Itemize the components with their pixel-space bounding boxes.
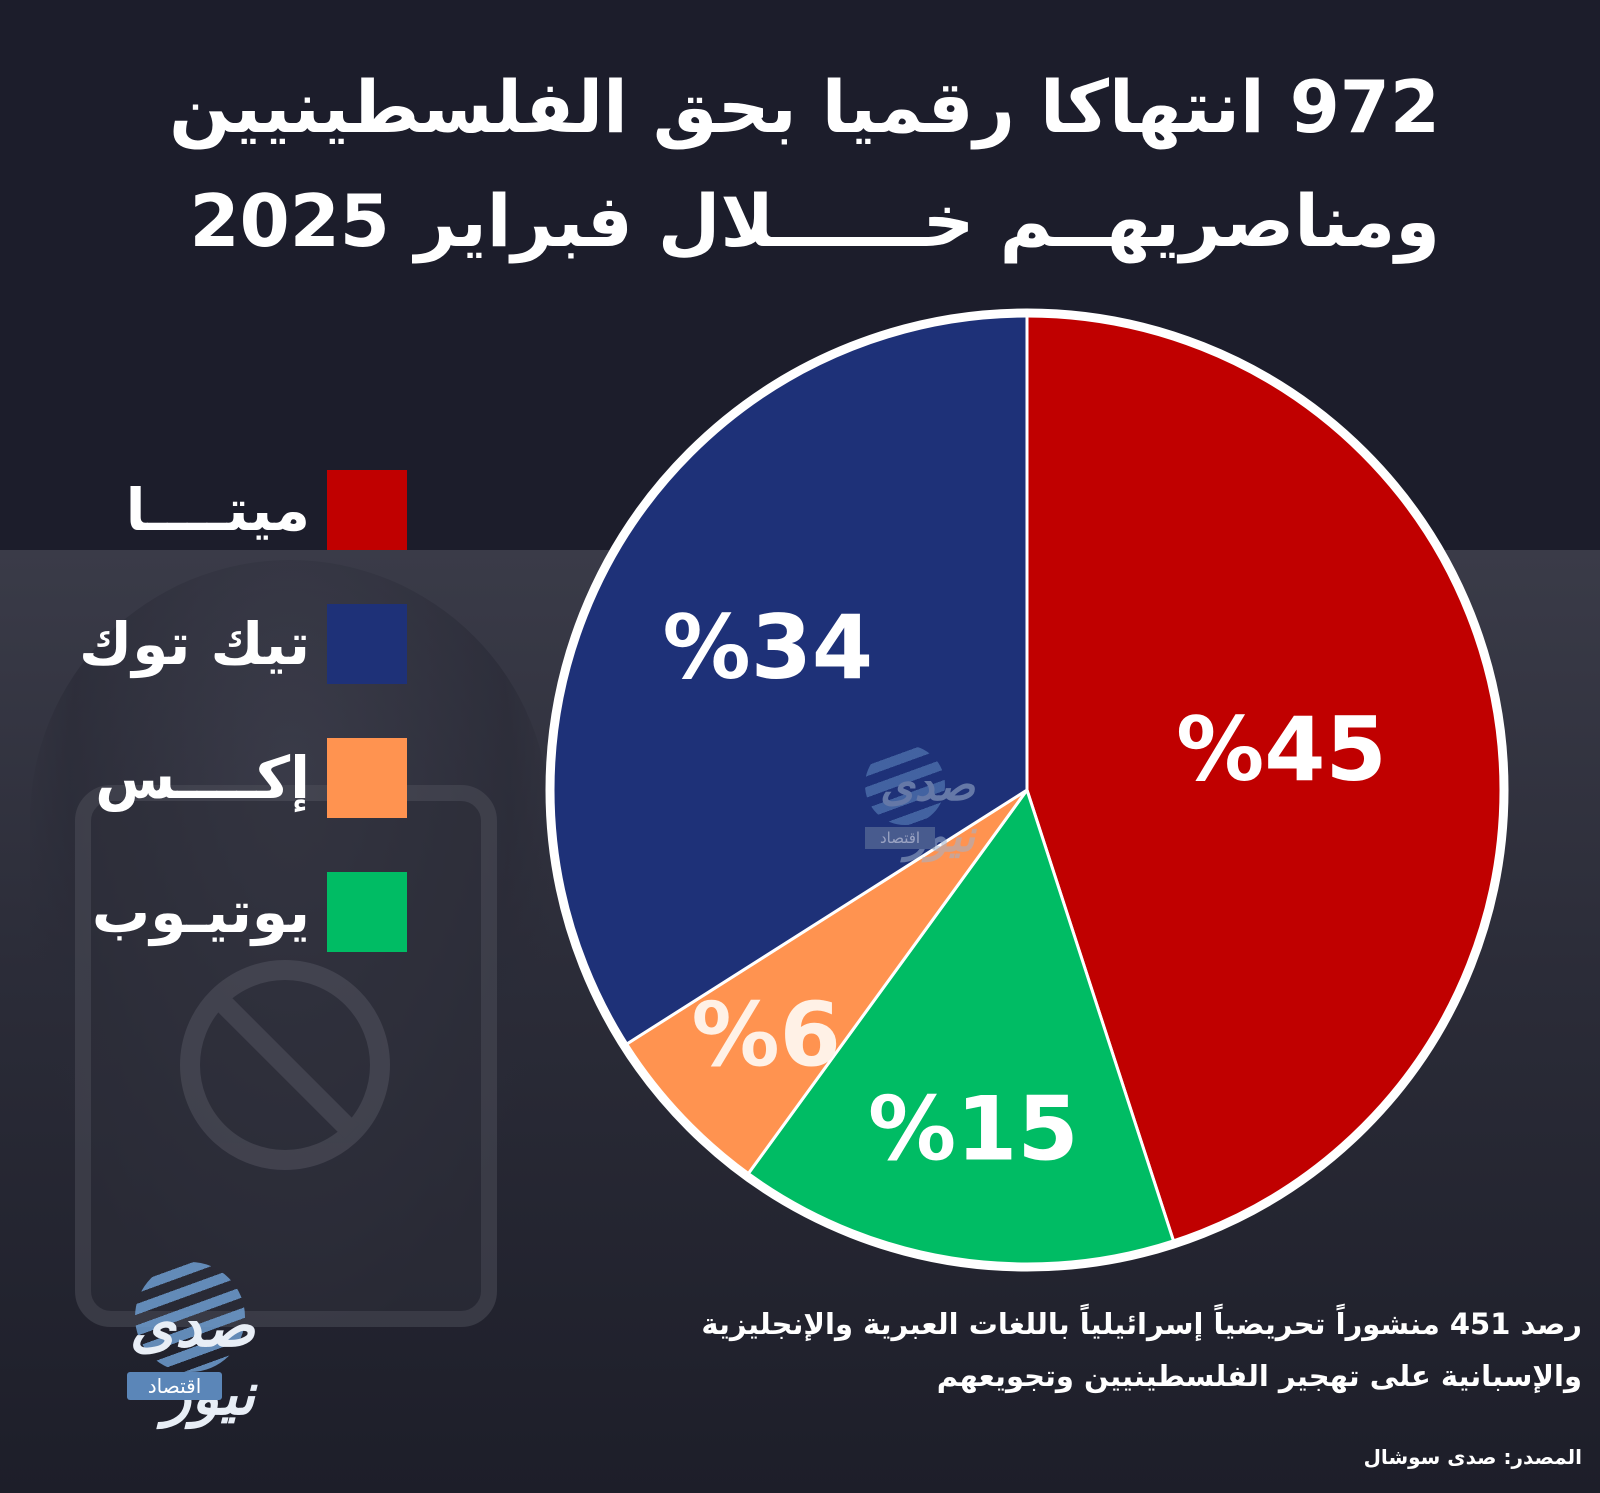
logo-tag: اقتصاد bbox=[127, 1372, 222, 1400]
logo-text: صدى نيوز bbox=[129, 1292, 255, 1428]
page-title: 972 انتهاكا رقميا بحق الفلسطينيين ومناصر… bbox=[140, 50, 1440, 278]
legend-item-meta: ميتــــا bbox=[40, 470, 420, 550]
source-credit: المصدر: صدى سوشال bbox=[1363, 1445, 1582, 1469]
legend-item-x: إكــــس bbox=[40, 738, 420, 818]
pie-slice-label: %6 bbox=[692, 983, 841, 1086]
footnote-line-2: والإسبانية على تهجير الفلسطينيين وتجويعه… bbox=[936, 1359, 1582, 1393]
brand-logo: صدى نيوز اقتصاد bbox=[45, 1262, 255, 1428]
title-line-1: 972 انتهاكا رقميا بحق الفلسطينيين bbox=[169, 65, 1440, 149]
legend-swatch bbox=[327, 738, 407, 818]
logo-arc-icon bbox=[135, 1262, 245, 1372]
watermark-arc-icon bbox=[865, 745, 945, 825]
legend-label: تيك توك bbox=[79, 610, 310, 678]
footnote-line-1: رصد 451 منشوراً تحريضياً إسرائيلياً بالل… bbox=[701, 1307, 1582, 1341]
legend-item-tiktok: تيك توك bbox=[40, 604, 420, 684]
title-line-2: ومناصريهــم خــــــلال فبراير 2025 bbox=[189, 179, 1440, 263]
watermark-logo: صدى نيوز اقتصاد bbox=[805, 745, 975, 865]
pie-slice-label: %15 bbox=[868, 1078, 1079, 1181]
legend-swatch bbox=[327, 872, 407, 952]
footnote: رصد 451 منشوراً تحريضياً إسرائيلياً بالل… bbox=[482, 1298, 1582, 1402]
chart-legend: ميتــــا تيك توك إكــــس يوتيـوب bbox=[40, 470, 420, 1006]
pie-outline bbox=[545, 308, 1509, 1272]
legend-label: يوتيـوب bbox=[91, 878, 310, 946]
pie-slice-label: %34 bbox=[663, 596, 874, 699]
legend-swatch bbox=[327, 604, 407, 684]
legend-label: إكــــس bbox=[95, 744, 310, 812]
watermark-tag: اقتصاد bbox=[865, 827, 935, 849]
legend-label: ميتــــا bbox=[125, 476, 310, 544]
legend-swatch bbox=[327, 470, 407, 550]
pie-slice-label: %45 bbox=[1176, 698, 1387, 801]
legend-item-youtube: يوتيـوب bbox=[40, 872, 420, 952]
